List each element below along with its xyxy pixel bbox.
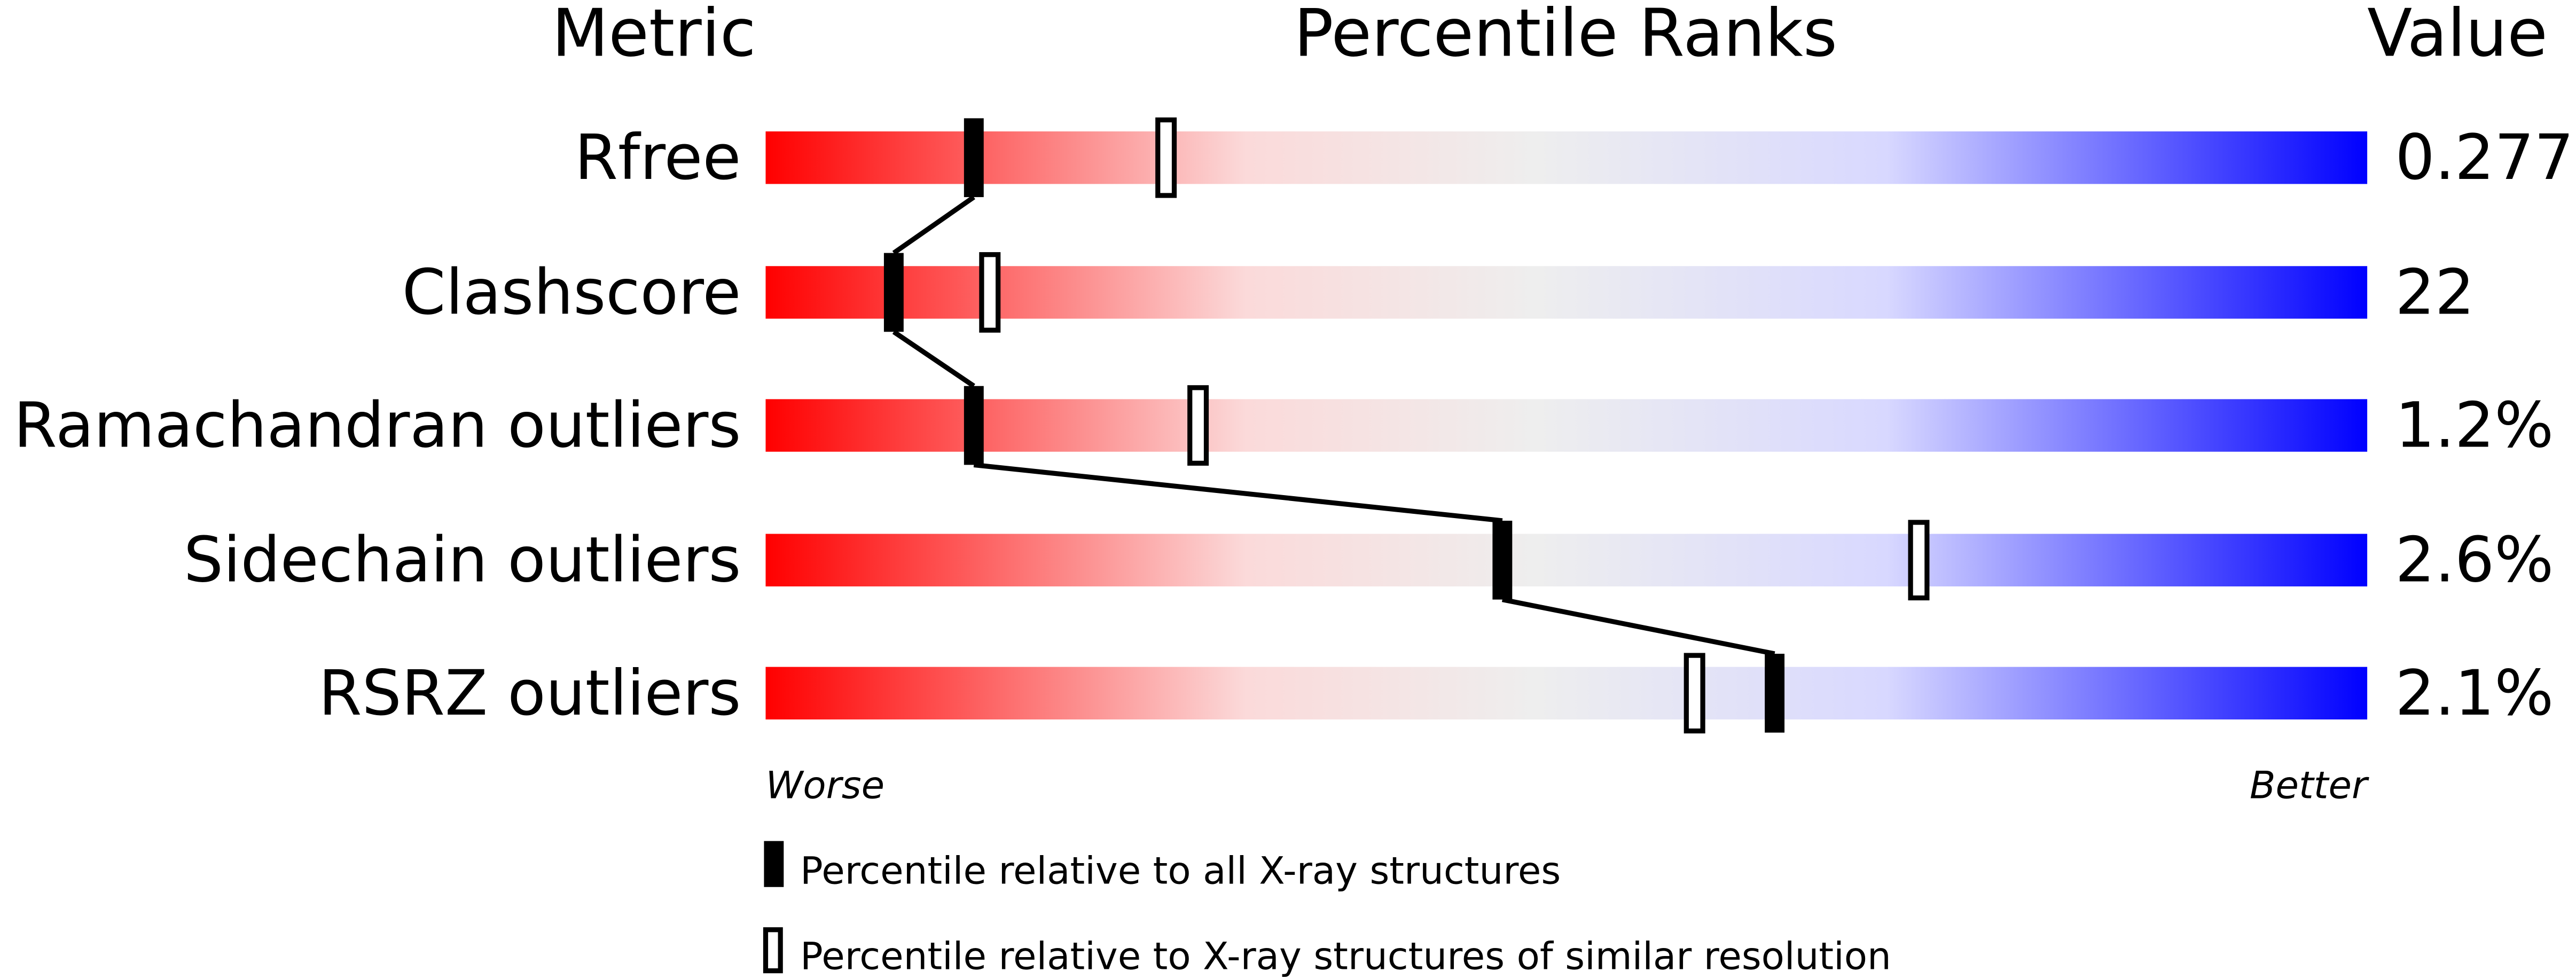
metric-label: Clashscore xyxy=(402,256,741,328)
connector-line xyxy=(892,330,975,388)
similar-resolution-marker xyxy=(979,252,1001,333)
connector-line xyxy=(973,462,1503,523)
metric-value: 22 xyxy=(2395,256,2475,328)
similar-resolution-marker xyxy=(1155,117,1177,198)
similar-resolution-marker xyxy=(1908,520,1930,601)
metric-value: 0.277 xyxy=(2395,121,2574,194)
metric-value: 1.2% xyxy=(2395,389,2554,462)
percentile-bar xyxy=(765,399,2368,452)
legend-all-text: Percentile relative to all X-ray structu… xyxy=(800,849,1561,893)
connector-line xyxy=(1501,597,1775,656)
legend-similar-text: Percentile relative to X-ray structures … xyxy=(800,934,1891,978)
header-value: Value xyxy=(2367,0,2548,72)
metric-label: Rfree xyxy=(575,121,741,194)
metric-label: Ramachandran outliers xyxy=(13,389,741,462)
similar-resolution-marker xyxy=(1187,385,1209,466)
percentile-bar xyxy=(765,266,2368,319)
metric-value: 2.6% xyxy=(2395,524,2554,597)
percentile-bar xyxy=(765,534,2368,586)
all-structures-marker xyxy=(1492,520,1513,600)
metric-label: RSRZ outliers xyxy=(318,657,741,730)
all-structures-marker xyxy=(964,118,984,198)
axis-worse-label: Worse xyxy=(765,763,884,808)
similar-resolution-marker xyxy=(1684,653,1705,734)
all-structures-marker xyxy=(964,386,984,465)
all-structures-marker xyxy=(1765,654,1785,733)
metric-label: Sidechain outliers xyxy=(184,524,741,597)
percentile-bar xyxy=(765,667,2368,720)
percentile-bar xyxy=(765,131,2368,184)
legend-all-marker xyxy=(764,841,784,887)
all-structures-marker xyxy=(883,253,904,332)
header-percentile-ranks: Percentile Ranks xyxy=(1294,0,1837,72)
metric-value: 2.1% xyxy=(2395,657,2554,730)
connector-line xyxy=(892,195,975,255)
header-metric: Metric xyxy=(552,0,756,72)
legend-similar-marker xyxy=(763,927,783,974)
axis-better-label: Better xyxy=(2250,763,2369,808)
